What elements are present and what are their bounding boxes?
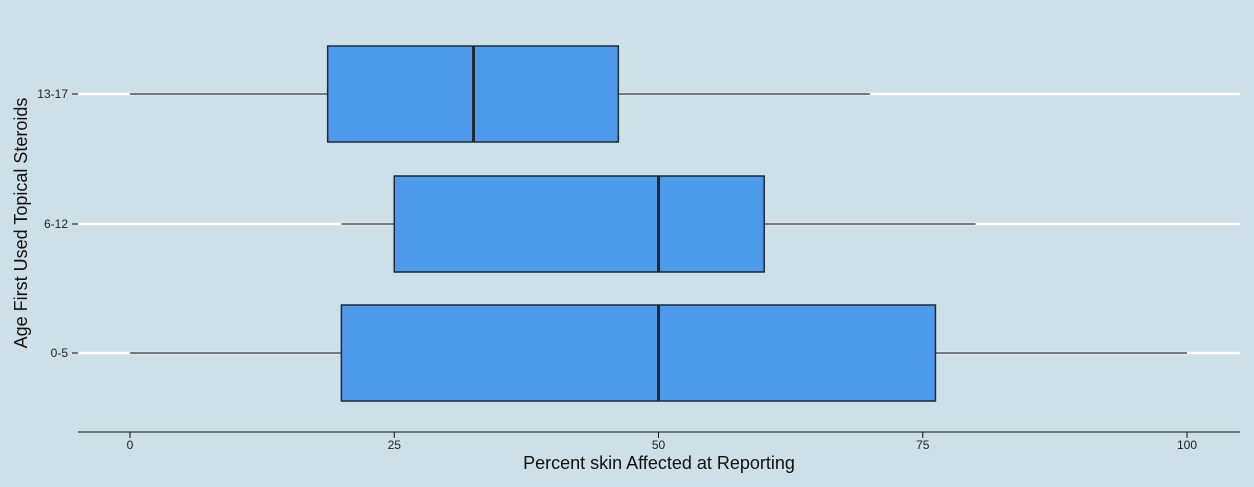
- x-tick-label-100: 100: [1177, 438, 1197, 452]
- box-6-12: [341, 175, 976, 273]
- y-tick-label-0-5: 0-5: [51, 346, 69, 360]
- x-axis-title: Percent skin Affected at Reporting: [523, 453, 795, 473]
- x-tick-label-75: 75: [916, 438, 930, 452]
- box-0-5: [130, 304, 1187, 402]
- y-axis-title: Age First Used Topical Steroids: [11, 98, 31, 349]
- x-tick-label-0: 0: [127, 438, 134, 452]
- y-tick-label-6-12: 6-12: [44, 217, 68, 231]
- x-tick-label-25: 25: [388, 438, 402, 452]
- boxes: [130, 45, 1187, 402]
- box-iqr-0-5: [340, 304, 937, 402]
- x-ticks: 0 25 50 75 100: [127, 432, 1197, 452]
- y-tick-label-13-17: 13-17: [37, 87, 68, 101]
- box-iqr-6-12: [393, 175, 765, 273]
- x-tick-label-50: 50: [652, 438, 666, 452]
- box-13-17: [130, 45, 870, 143]
- y-ticks: 13-17 6-12 0-5: [37, 87, 78, 360]
